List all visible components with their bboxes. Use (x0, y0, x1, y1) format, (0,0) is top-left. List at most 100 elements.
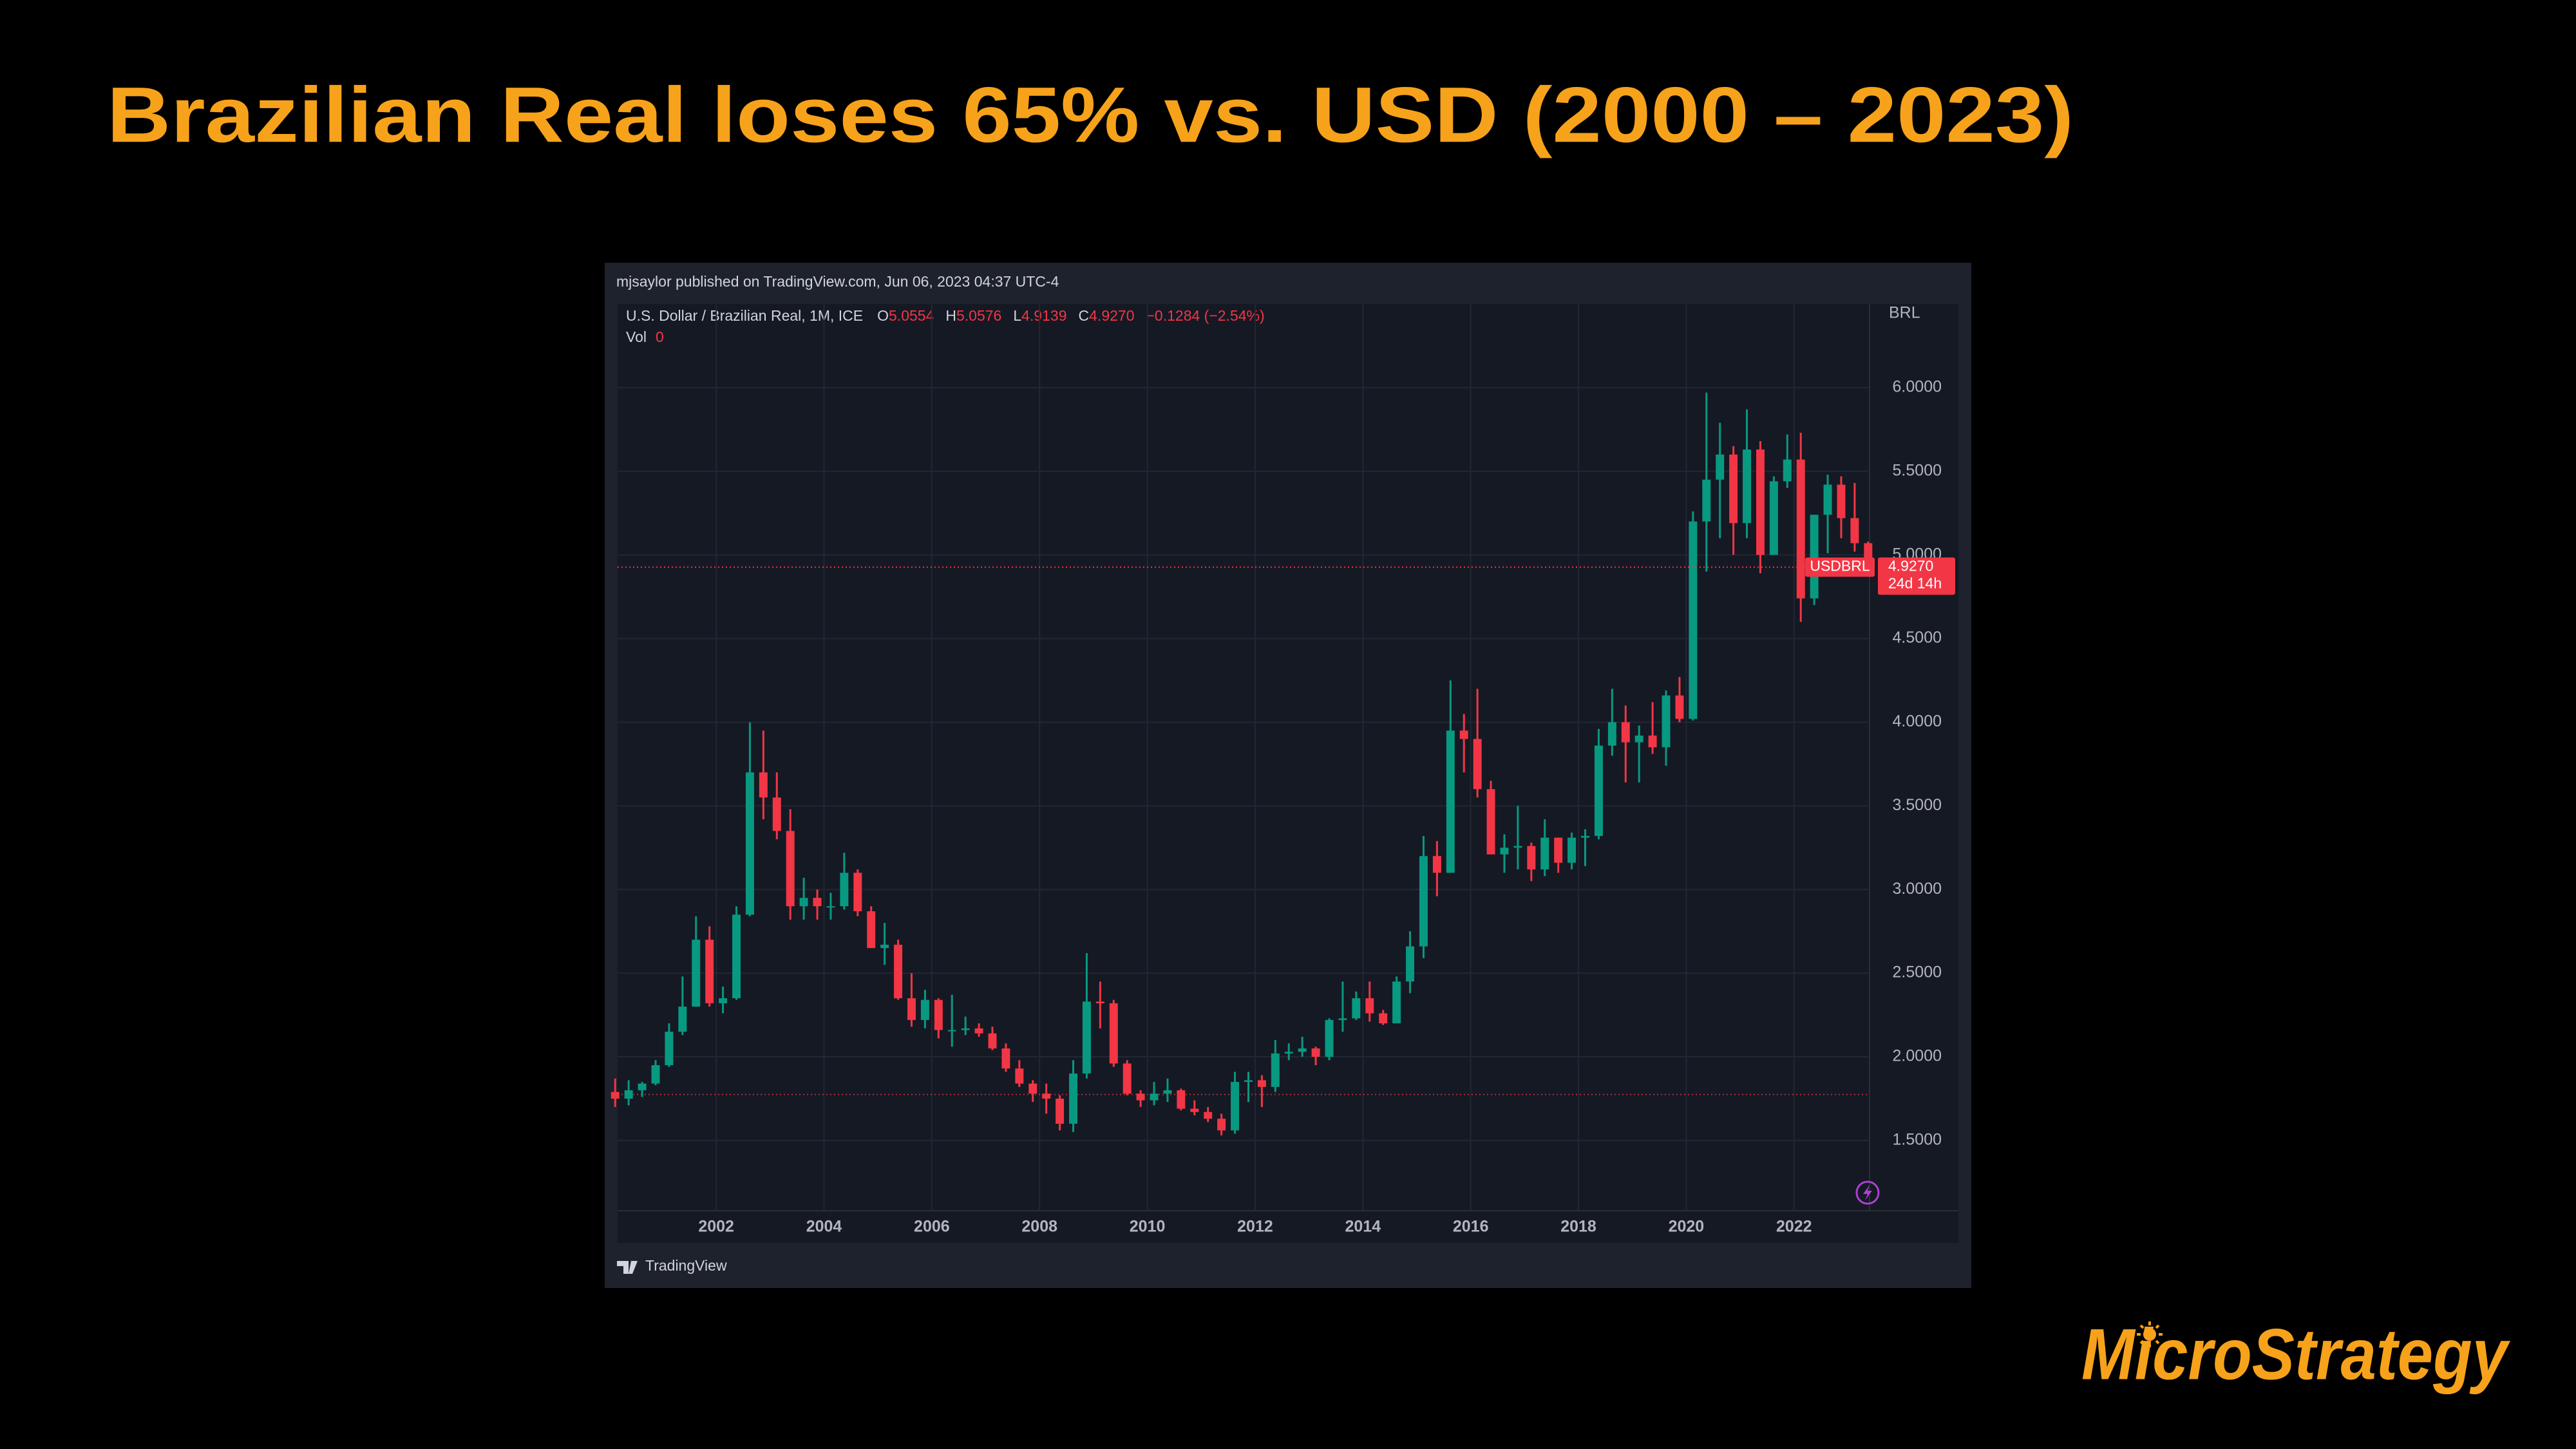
currency-label: BRL (1889, 304, 1920, 322)
candle-body (1648, 735, 1657, 748)
candle-body (1069, 1073, 1078, 1124)
candle-body (974, 1028, 983, 1034)
candle-body (1810, 515, 1819, 599)
symbol-tag (1805, 557, 1875, 577)
candle-body (1244, 1080, 1253, 1082)
candle-body (1231, 1081, 1240, 1131)
candle-body (1837, 484, 1846, 518)
candle-body (1432, 856, 1441, 873)
price-tag (1878, 557, 1955, 595)
candle-body (1406, 946, 1415, 982)
legend-value: 5.0576 (956, 307, 1001, 324)
candle-body (880, 944, 889, 949)
candle-body (1796, 459, 1805, 599)
candle-body (719, 998, 728, 1003)
candle-body (665, 1032, 674, 1065)
candle-body (840, 873, 849, 907)
candle-body (920, 999, 929, 1020)
volume-label: Vol (626, 328, 647, 345)
candle-body (1540, 837, 1549, 870)
candle-body (1662, 695, 1671, 748)
candle-body (1527, 846, 1536, 870)
candle-body (692, 940, 701, 1007)
y-tick-label: 1.5000 (1893, 1131, 1942, 1149)
plot-area (618, 304, 1958, 1243)
candle-body (1284, 1052, 1293, 1054)
candle-body (826, 906, 835, 908)
volume-legend: Vol 0 (626, 328, 664, 345)
x-tick-label: 2002 (698, 1218, 734, 1236)
logo-sun (2137, 1321, 2163, 1347)
tradingview-brand: TradingView (617, 1257, 727, 1274)
candle-body (772, 797, 781, 831)
ohlc-legend: U.S. Dollar / Brazilian Real, 1M, ICE O5.… (626, 307, 1265, 324)
x-tick-label: 2018 (1560, 1218, 1596, 1236)
candle-body (1419, 856, 1428, 947)
brand-text: TradingView (645, 1257, 727, 1274)
candle-body (1056, 1098, 1065, 1124)
candle-body (1392, 981, 1401, 1024)
candle-body (1217, 1119, 1226, 1131)
x-tick-label: 2012 (1237, 1218, 1273, 1236)
y-tick-label: 5.5000 (1893, 461, 1942, 479)
candle-body (1607, 722, 1616, 746)
candle-body (1567, 837, 1577, 863)
candle-body (961, 1028, 970, 1030)
x-tick-label: 2008 (1021, 1218, 1057, 1236)
candle-body (1042, 1094, 1051, 1099)
candle-body (624, 1090, 633, 1099)
candle-body (813, 898, 822, 907)
x-tick-label: 2016 (1453, 1218, 1489, 1236)
candle-body (853, 873, 862, 911)
instrument: U.S. Dollar / Brazilian Real, 1M, ICE (626, 307, 863, 324)
candle-body (611, 1092, 620, 1099)
candle-body (1702, 479, 1711, 522)
candle-body (1325, 1019, 1334, 1057)
candle-body (1716, 454, 1725, 480)
candle-body (1823, 484, 1832, 515)
candle-body (1379, 1013, 1388, 1024)
candle-body (947, 1030, 956, 1032)
countdown: 24d 14h (1888, 575, 1942, 592)
candle-body (1298, 1048, 1307, 1052)
candle-body (638, 1083, 647, 1090)
legend-change: −0.1284 (−2.54%) (1146, 307, 1265, 324)
candle-body (759, 772, 768, 798)
candle-body (1257, 1080, 1266, 1087)
grid (618, 304, 1870, 1211)
candle-body (1850, 518, 1859, 544)
candle-body (1015, 1068, 1024, 1084)
candle-body (651, 1065, 660, 1084)
y-tick-label: 4.0000 (1893, 712, 1942, 730)
slide-title: Brazilian Real loses 65% vs. USD (2000 –… (107, 71, 2074, 158)
candle-body (1459, 730, 1468, 739)
legend-value: 4.9270 (1089, 307, 1134, 324)
y-tick-label: 4.5000 (1893, 629, 1942, 647)
candle-body (678, 1007, 687, 1032)
candle-body (1594, 745, 1603, 837)
x-tick-label: 2010 (1130, 1218, 1166, 1236)
candle-body (1769, 481, 1778, 555)
candle-body (1190, 1108, 1199, 1112)
symbol-label: USDBRL (1810, 558, 1870, 574)
candle-body (988, 1033, 997, 1049)
candle-body (1756, 450, 1765, 555)
y-tick-label: 6.0000 (1893, 377, 1942, 395)
candle-body (1513, 846, 1522, 848)
candle-body (1729, 454, 1738, 524)
candle-body (894, 944, 903, 999)
price-tag-label: 4.9270 (1888, 558, 1933, 574)
candle-body (1500, 848, 1509, 855)
candle-body (1122, 1063, 1132, 1094)
y-tick-label: 3.5000 (1893, 796, 1942, 814)
candle-body (1689, 521, 1698, 719)
candle-body (1109, 1003, 1118, 1064)
legend-value: 4.9139 (1021, 307, 1066, 324)
candle-body (745, 772, 754, 915)
candle-body (799, 898, 808, 907)
candle-body (1446, 730, 1455, 873)
candle-body (1136, 1094, 1145, 1101)
candle-body (1028, 1083, 1037, 1094)
y-tick-label: 2.5000 (1893, 963, 1942, 981)
